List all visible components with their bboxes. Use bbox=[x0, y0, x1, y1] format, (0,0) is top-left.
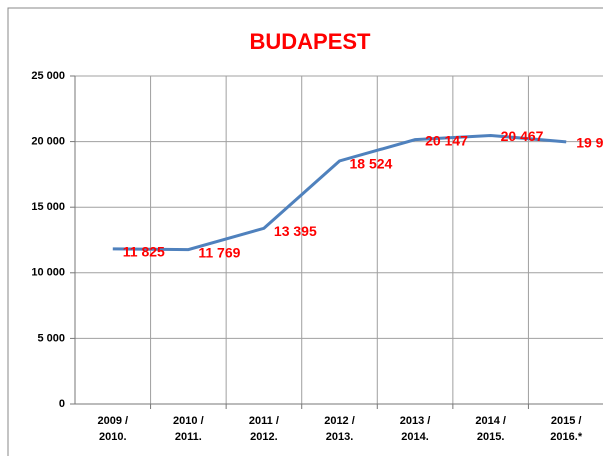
x-tick-label: 2011 / bbox=[249, 415, 279, 427]
data-label: 18 524 bbox=[350, 156, 393, 172]
line-series bbox=[112, 133, 567, 252]
x-tick-label: 2014. bbox=[401, 431, 429, 443]
x-tick-label: 2011. bbox=[175, 431, 202, 443]
data-label: 11 825 bbox=[123, 244, 165, 260]
x-tick-label: 2009 / bbox=[97, 415, 128, 427]
y-tick-label: 20 000 bbox=[31, 136, 65, 148]
y-tick-label: 25 000 bbox=[31, 70, 65, 82]
data-label: 19 982 bbox=[576, 135, 603, 151]
x-tick-label: 2012 / bbox=[324, 415, 355, 427]
x-tick-label: 2010. bbox=[99, 431, 127, 443]
data-label: 20 147 bbox=[425, 132, 468, 148]
chart-title: BUDAPEST bbox=[249, 29, 371, 54]
x-tick-label: 2016.* bbox=[550, 431, 583, 443]
y-tick-label: 10 000 bbox=[31, 267, 65, 279]
data-label: 13 395 bbox=[274, 223, 317, 239]
x-tick-label: 2015. bbox=[477, 431, 505, 443]
x-tick-label: 2010 / bbox=[173, 415, 204, 427]
data-label: 11 769 bbox=[198, 244, 240, 260]
y-tick-label: 15 000 bbox=[31, 201, 65, 213]
x-tick-label: 2012. bbox=[250, 431, 278, 443]
data-label: 20 467 bbox=[501, 128, 544, 144]
y-tick-label: 5 000 bbox=[37, 332, 65, 344]
x-tick-label: 2013. bbox=[326, 431, 354, 443]
x-tick-label: 2015 / bbox=[551, 415, 582, 427]
chart-frame bbox=[7, 7, 603, 456]
x-tick-label: 2014 / bbox=[475, 415, 506, 427]
x-tick-label: 2013 / bbox=[400, 415, 431, 427]
y-tick-label: 0 bbox=[59, 398, 65, 410]
